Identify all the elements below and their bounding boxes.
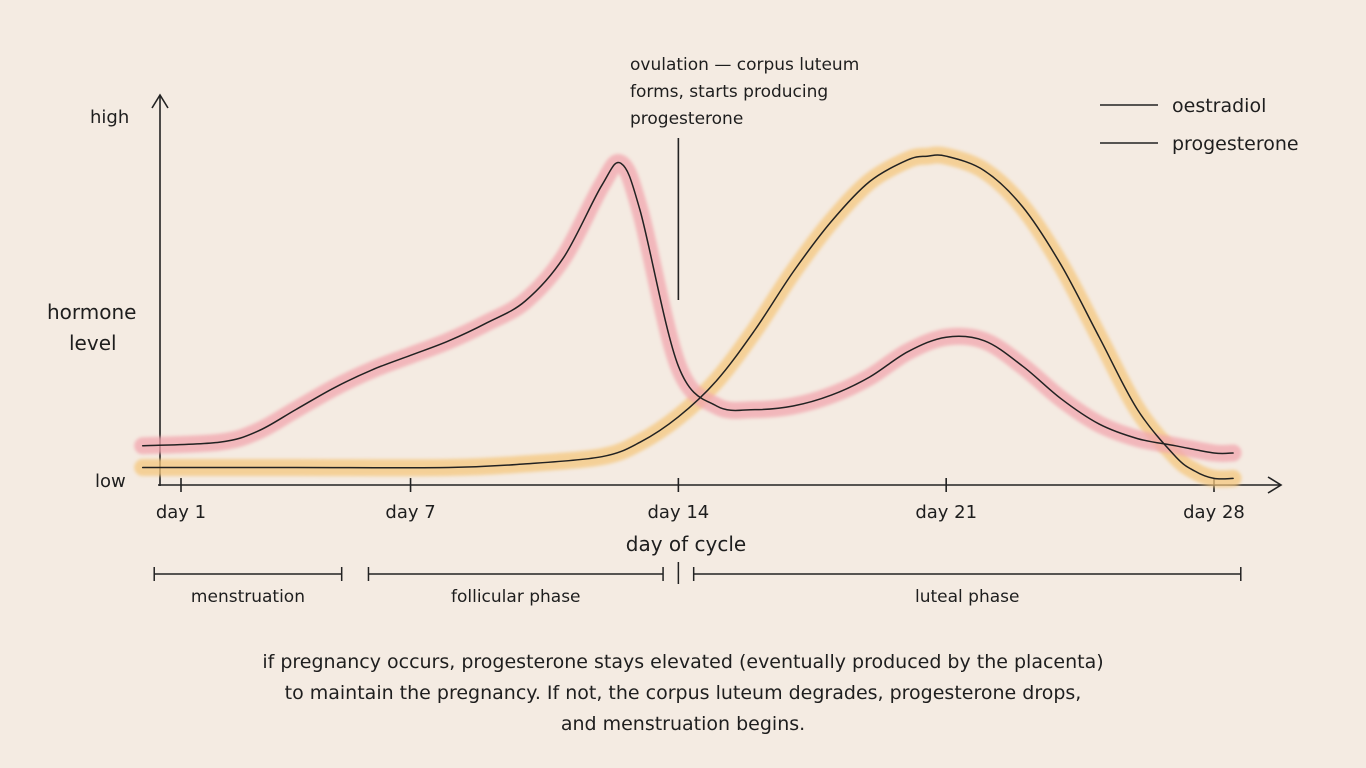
legend-label-progesterone: progesterone	[1172, 133, 1299, 155]
ovulation-annotation-line2: forms, starts producing	[630, 82, 828, 102]
series-group	[134, 146, 1242, 488]
x-axis-arrowhead	[1267, 476, 1283, 494]
legend: oestradiol progesterone	[1096, 95, 1299, 155]
phase-brackets: menstruation follicular phase luteal phase	[153, 562, 1242, 607]
axes	[151, 93, 1283, 494]
footnote-line1: if pregnancy occurs, progesterone stays …	[262, 651, 1103, 673]
x-axis-label: day of cycle	[626, 532, 746, 556]
phase-label-menstruation: menstruation	[191, 587, 305, 607]
x-tick-label-14: day 14	[648, 502, 710, 523]
x-tick-label-1: day 1	[156, 502, 206, 523]
x-tick-label-28: day 28	[1183, 502, 1245, 523]
series-glow-progesterone	[134, 146, 1242, 488]
phase-label-follicular-phase: follicular phase	[451, 587, 581, 607]
footnote-line2: to maintain the pregnancy. If not, the c…	[285, 682, 1082, 704]
x-tick-label-7: day 7	[385, 502, 435, 523]
x-tick-label-21: day 21	[915, 502, 977, 523]
y-axis-label-line2: level	[69, 331, 117, 355]
footnote: if pregnancy occurs, progesterone stays …	[262, 651, 1103, 735]
y-axis-arrowhead	[151, 93, 169, 109]
x-ticks: day 1 day 7 day 14 day 21 day 28	[156, 478, 1245, 523]
footnote-line3: and menstruation begins.	[561, 713, 805, 735]
ovulation-annotation-line3: progesterone	[630, 109, 743, 129]
y-tick-high: high	[90, 107, 129, 128]
y-axis-label-line1: hormone	[47, 300, 136, 324]
phase-label-luteal-phase: luteal phase	[915, 587, 1019, 607]
legend-label-oestradiol: oestradiol	[1172, 95, 1266, 117]
ovulation-annotation-line1: ovulation — corpus luteum	[630, 55, 859, 75]
y-tick-low: low	[95, 471, 126, 492]
series-line-oestradiol	[141, 161, 1234, 455]
series-line-progesterone	[141, 154, 1234, 480]
